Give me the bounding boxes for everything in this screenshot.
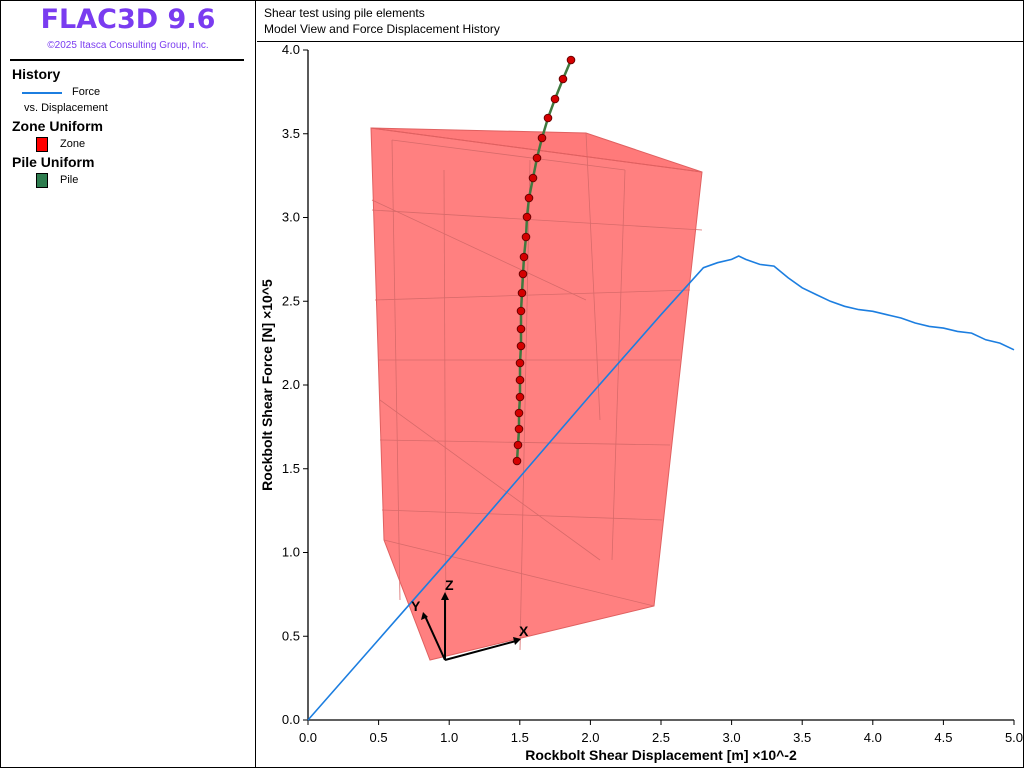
pile-nodes	[512, 55, 576, 466]
y-tick-label: 1.5	[282, 461, 300, 476]
z-arrowhead	[441, 592, 449, 600]
pile-node	[519, 252, 529, 262]
pile-node	[516, 306, 526, 316]
pile-node	[528, 173, 538, 183]
pile-node	[517, 288, 527, 298]
x-axis-text: X	[519, 623, 529, 639]
zone-block-outline	[370, 127, 703, 661]
x-tick-label: 3.0	[723, 730, 741, 745]
x-axis-label: Rockbolt Shear Displacement [m] ×10^-2	[525, 747, 797, 763]
pile-node	[515, 375, 525, 385]
y-axis-arrow	[424, 615, 446, 661]
zone-color-swatch	[36, 137, 48, 152]
x-axis-arrow	[444, 640, 517, 661]
pile-node	[513, 440, 523, 450]
legend-force-sublabel: vs. Displacement	[24, 102, 108, 114]
view-header: Shear test using pile elements Model Vie…	[257, 0, 1023, 42]
y-tick-label: 1.0	[282, 545, 300, 560]
x-tick-label: 1.5	[511, 730, 529, 745]
pile-node	[566, 55, 576, 65]
legend-force-label: Force	[72, 86, 101, 98]
pile-node	[515, 358, 525, 368]
legend-zone-heading: Zone Uniform	[12, 118, 103, 134]
pile-node	[518, 269, 528, 279]
title-divider	[10, 59, 244, 61]
pile-node	[558, 74, 568, 84]
pile-node	[514, 424, 524, 434]
pile	[512, 55, 576, 466]
y-arrowhead	[421, 612, 428, 620]
y-tick-label: 0.0	[282, 712, 300, 727]
pile-node	[543, 113, 553, 123]
x-tick-label: 4.5	[934, 730, 952, 745]
y-tick-label: 3.5	[282, 126, 300, 141]
pile-color-swatch	[36, 173, 48, 188]
pile-node	[514, 408, 524, 418]
z-axis-text: Z	[445, 577, 454, 593]
copyright-text: ©2025 Itasca Consulting Group, Inc.	[47, 40, 209, 51]
series-line-force	[307, 255, 1015, 721]
view-title: Shear test using pile elements	[264, 6, 425, 20]
pile-node	[516, 324, 526, 334]
legend-history-heading: History	[12, 66, 61, 82]
pile-node	[522, 212, 532, 222]
pile-node	[550, 94, 560, 104]
zone-mesh-lines	[370, 127, 703, 651]
y-tick-label: 2.5	[282, 293, 300, 308]
pile-node	[532, 153, 542, 163]
y-axis-text: Y	[411, 598, 421, 614]
x-arrowhead	[513, 637, 521, 645]
zone-block	[370, 127, 703, 661]
pile-node	[537, 133, 547, 143]
x-tick-label: 4.0	[864, 730, 882, 745]
legend-panel: FLAC3D 9.6 ©2025 Itasca Consulting Group…	[0, 0, 256, 768]
legend-zone-label: Zone	[60, 138, 86, 150]
y-tick-label: 4.0	[282, 42, 300, 57]
series-layer	[307, 255, 1015, 721]
pile-node	[524, 193, 534, 203]
pile-node	[515, 392, 525, 402]
view-subtitle: Model View and Force Displacement Histor…	[264, 22, 500, 36]
x-tick-label: 3.5	[793, 730, 811, 745]
y-ticks: 0.0 0.5 1.0 1.5 2.0 2.5 3.0 3.5 4.0	[282, 42, 308, 727]
x-tick-label: 2.0	[581, 730, 599, 745]
pile-node	[512, 456, 522, 466]
x-tick-label: 0.5	[370, 730, 388, 745]
coordinate-triad: Z X Y	[411, 577, 529, 661]
force-line-swatch	[22, 92, 62, 94]
x-tick-label: 2.5	[652, 730, 670, 745]
x-ticks: 0.0 0.5 1.0 1.5 2.0 2.5 3.0 3.5 4.0 4.5 5.0	[299, 720, 1023, 745]
app-title: FLAC3D 9.6	[40, 4, 216, 35]
y-tick-label: 2.0	[282, 377, 300, 392]
pile-node	[521, 232, 531, 242]
x-tick-label: 1.0	[440, 730, 458, 745]
y-tick-label: 3.0	[282, 210, 300, 225]
y-axis-label: Rockbolt Shear Force [N] ×10^5	[259, 279, 275, 491]
x-tick-label: 0.0	[299, 730, 317, 745]
pile-node	[516, 341, 526, 351]
legend-pile-label: Pile	[60, 174, 79, 186]
y-tick-label: 0.5	[282, 628, 300, 643]
x-tick-label: 5.0	[1005, 730, 1023, 745]
legend-pile-heading: Pile Uniform	[12, 154, 95, 170]
zone-block-faces	[371, 128, 702, 660]
